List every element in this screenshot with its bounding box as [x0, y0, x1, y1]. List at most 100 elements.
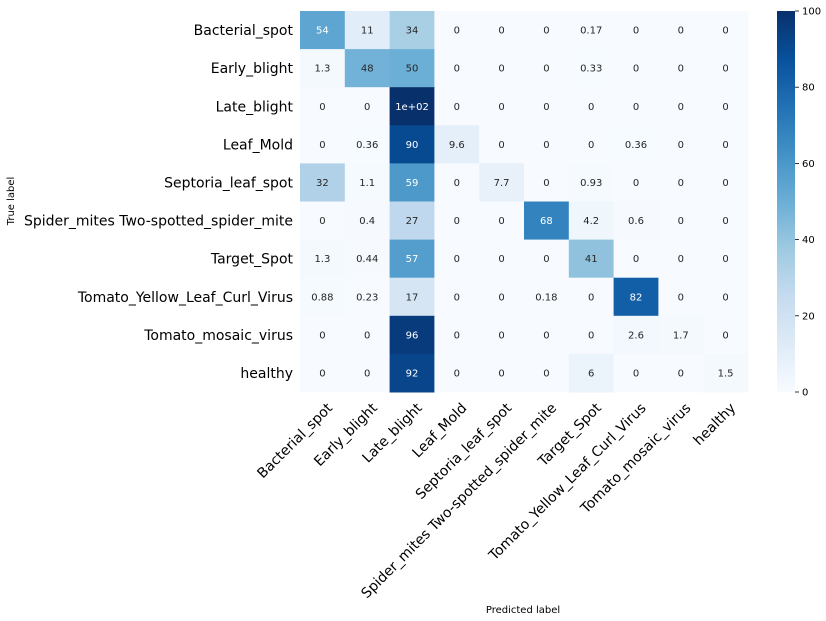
heatmap-cell	[344, 11, 391, 50]
cell-annotation: 0	[454, 26, 460, 37]
cell-annotation: 1.1	[359, 178, 375, 189]
cell-annotation: 48	[361, 64, 374, 75]
cell-annotation: 0	[498, 254, 504, 265]
row-tick-labels: Bacterial_spot Early_blight Late_blight Lea…	[24, 23, 294, 382]
cell-annotation: 0.6	[628, 216, 644, 227]
heatmap-cell	[434, 87, 480, 126]
cell-annotation: 50	[406, 64, 419, 75]
cell-annotation: 0	[454, 292, 460, 303]
heatmap-cell	[389, 125, 435, 164]
heatmap-cell	[389, 11, 435, 50]
heatmap-cell	[703, 315, 749, 355]
colorbar-tick-label: 0	[802, 388, 808, 399]
cell-annotation: 0	[319, 102, 325, 113]
heatmap-cell	[613, 87, 659, 126]
heatmap-cell	[434, 163, 480, 202]
cell-annotation: 96	[406, 330, 419, 341]
heatmap-cell	[300, 11, 346, 50]
colorbar	[777, 11, 795, 392]
cell-annotation: 0	[543, 102, 549, 113]
cell-annotation: 0	[543, 330, 549, 341]
cell-annotation: 0.44	[356, 254, 378, 265]
heatmap-cell	[703, 87, 749, 126]
colorbar-tick-label: 20	[802, 311, 815, 322]
heatmap-cell	[479, 201, 525, 241]
cell-annotation: 0	[498, 330, 504, 341]
cell-annotation: 0	[319, 330, 325, 341]
cell-annotation: 17	[406, 292, 419, 303]
cell-annotation: 6	[588, 368, 594, 379]
heatmap-cell	[703, 201, 749, 241]
heatmap-cell	[658, 163, 704, 202]
heatmap-cell	[344, 163, 391, 202]
heatmap-cell	[658, 353, 704, 393]
heatmap-cell	[389, 163, 435, 202]
heatmap-cell	[568, 315, 615, 355]
cell-annotation: 0	[454, 178, 460, 189]
cell-annotation: 0	[678, 178, 684, 189]
cell-annotation: 0	[678, 216, 684, 227]
heatmap-cell	[344, 87, 391, 126]
column-label: Bacterial_spot	[254, 400, 336, 482]
heatmap-cell	[344, 353, 391, 393]
cell-annotation: 0	[588, 140, 594, 151]
cell-annotation: 0	[543, 368, 549, 379]
cell-annotation: 4.2	[583, 216, 599, 227]
row-label: healthy	[240, 366, 293, 382]
heatmap-cell	[389, 315, 435, 355]
cell-annotation: 0	[498, 292, 504, 303]
heatmap-cell	[613, 201, 659, 241]
cell-annotation: 0	[319, 140, 325, 151]
cell-annotation: 0	[454, 102, 460, 113]
heatmap-cell	[613, 49, 659, 88]
row-label: Tomato_Yellow_Leaf_Curl_Virus	[77, 290, 293, 306]
row-label: Bacterial_spot	[194, 23, 294, 39]
heatmap-cell	[568, 49, 615, 88]
heatmap-cell	[300, 87, 346, 126]
heatmap-cell	[434, 315, 480, 355]
heatmap-cell	[703, 125, 749, 164]
cell-annotation: 0	[722, 330, 728, 341]
row-label: Late_blight	[216, 99, 294, 115]
cell-annotation: 0	[633, 64, 639, 75]
heatmap-cell	[703, 239, 749, 279]
heatmap-cell	[479, 163, 525, 202]
heatmap-cell	[658, 239, 704, 279]
heatmap-cell	[524, 315, 570, 355]
heatmap-cell	[300, 201, 346, 241]
cell-annotation: 0	[364, 330, 370, 341]
cell-annotation: 11	[361, 26, 374, 37]
cell-annotation: 1.3	[314, 64, 330, 75]
heatmap-cell	[568, 353, 615, 393]
heatmap-cell	[524, 87, 570, 126]
heatmap-cell	[658, 87, 704, 126]
cell-annotation: 0	[454, 330, 460, 341]
heatmap-cell	[613, 315, 659, 355]
cell-annotation: 0.17	[580, 26, 602, 37]
heatmap-cell	[479, 11, 525, 50]
heatmap-cell	[479, 239, 525, 279]
cell-annotation: 68	[540, 216, 553, 227]
heatmap-cell	[613, 239, 659, 279]
cell-annotation: 0	[588, 102, 594, 113]
cell-annotation: 0	[543, 178, 549, 189]
row-label: Septoria_leaf_spot	[164, 175, 293, 191]
heatmap-cell	[389, 201, 435, 241]
cell-annotation: 0	[722, 26, 728, 37]
cell-annotation: 0.33	[580, 64, 602, 75]
heatmap-cell	[479, 49, 525, 88]
cell-annotation: 0	[722, 292, 728, 303]
heatmap-cell	[300, 315, 346, 355]
heatmap-cell	[568, 125, 615, 164]
cell-annotation: 0	[319, 368, 325, 379]
heatmap-cell	[300, 163, 346, 202]
cell-annotation: 0	[498, 140, 504, 151]
colorbar-tick-label: 80	[802, 83, 815, 94]
heatmap-cell	[524, 239, 570, 279]
heatmap-cell	[389, 353, 435, 393]
heatmap-cell	[434, 277, 480, 317]
cell-annotation: 0	[498, 102, 504, 113]
cell-annotation: 0	[454, 368, 460, 379]
heatmap-cell	[658, 277, 704, 317]
